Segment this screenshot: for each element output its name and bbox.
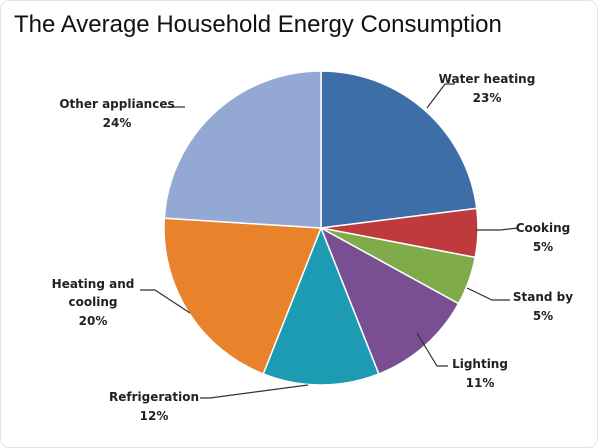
slice-value-water-heating: 23% (473, 91, 502, 105)
slice-label-cooking: Cooking (516, 221, 571, 235)
leader-line-lighting (416, 332, 448, 367)
leader-line-stand-by (466, 287, 510, 301)
leader-line-refrigeration (200, 384, 309, 399)
pie-slice-other-appliances (163, 70, 322, 229)
pie-slice-refrigeration (262, 225, 380, 386)
leader-line-cooking (476, 227, 519, 231)
slice-label-other-appliances: Other appliances (59, 97, 174, 111)
slice-labels: Water heating 23% Cooking 5% Stand by 5% Light… (52, 72, 574, 423)
leader-line-water-heating (426, 83, 455, 109)
leader-line-heating-and-cooling (140, 289, 191, 314)
slice-value-heating-and-cooling: 20% (79, 314, 108, 328)
pie-slice-water-heating (320, 70, 478, 229)
slice-value-lighting: 11% (466, 376, 495, 390)
slice-label-heating-and-cooling: Heating and cooling (52, 277, 135, 309)
slice-label-lighting: Lighting (452, 357, 508, 371)
slice-label-stand-by: Stand by (513, 290, 573, 304)
slice-value-refrigeration: 12% (140, 409, 169, 423)
leader-lines (140, 83, 519, 399)
slice-value-other-appliances: 24% (103, 116, 132, 130)
slice-label-water-heating: Water heating (439, 72, 536, 86)
pie-slices (163, 70, 479, 386)
slice-value-cooking: 5% (533, 240, 553, 254)
slice-value-stand-by: 5% (533, 309, 553, 323)
slice-label-refrigeration: Refrigeration (109, 390, 199, 404)
chart-title: The Average Household Energy Consumption (14, 11, 502, 38)
